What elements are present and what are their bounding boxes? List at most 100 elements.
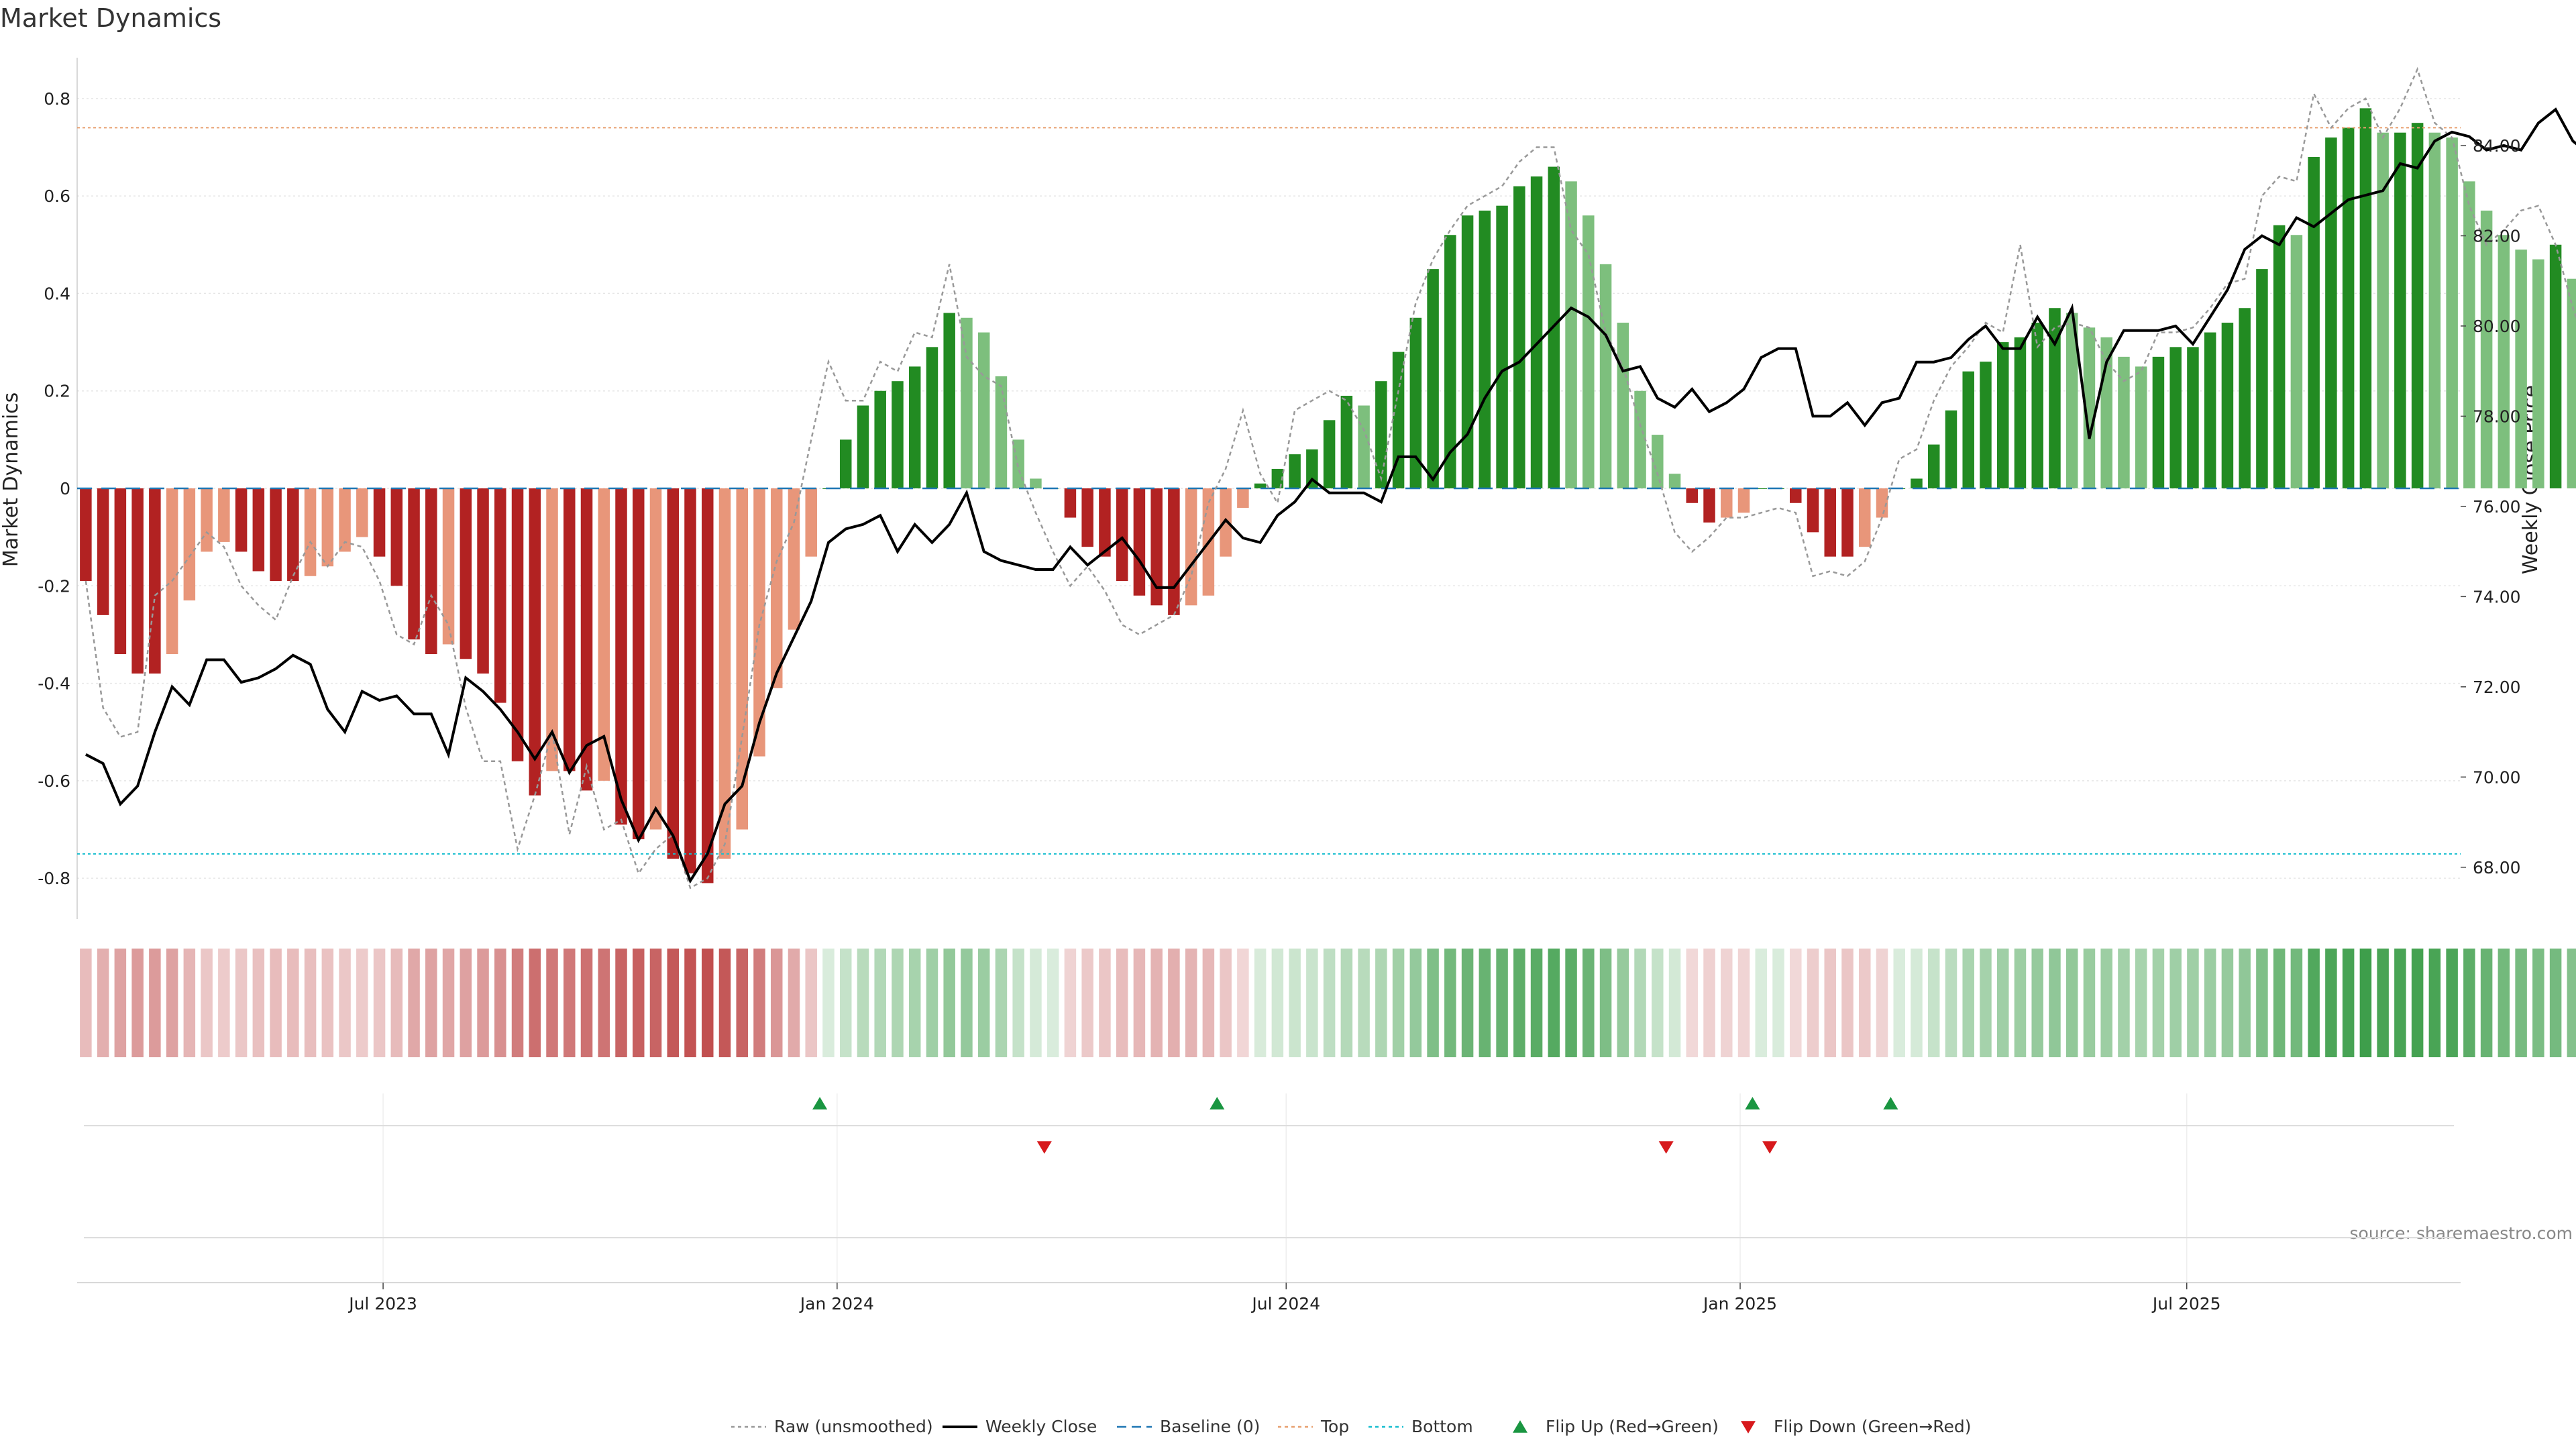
legend: Raw (unsmoothed) Weekly Close Baseline (0)… xyxy=(731,1417,1972,1436)
dynamics-bar xyxy=(667,488,680,859)
heat-cell xyxy=(1271,949,1284,1057)
heat-cell xyxy=(770,949,783,1057)
dynamics-bar xyxy=(908,366,921,488)
y2-tick-label: 70.00 xyxy=(2473,767,2521,787)
dynamics-bar xyxy=(598,488,610,781)
dynamics-bar xyxy=(1617,323,1629,488)
dynamics-bar xyxy=(529,488,541,796)
dynamics-bar xyxy=(131,488,144,674)
dynamics-bar xyxy=(2152,356,2165,488)
y2-tick-label: 78.00 xyxy=(2473,407,2521,426)
dynamics-bar xyxy=(408,488,420,640)
dynamics-bar xyxy=(2411,123,2424,488)
heat-cell xyxy=(1945,949,1957,1057)
dynamics-bar xyxy=(1927,444,1940,488)
heat-cell xyxy=(546,949,558,1057)
heat-cell xyxy=(2480,949,2493,1057)
legend-label: Top xyxy=(1320,1417,1349,1436)
dynamics-bar xyxy=(1496,205,1508,488)
legend-label: Raw (unsmoothed) xyxy=(774,1417,933,1436)
dynamics-bar xyxy=(1271,468,1284,488)
dynamics-bar xyxy=(511,488,524,761)
heat-cell xyxy=(529,949,541,1057)
flip-up-marker xyxy=(1745,1097,1760,1110)
dynamics-bar xyxy=(1220,488,1232,557)
legend-label: Flip Down (Green→Red) xyxy=(1774,1417,1972,1436)
heat-cell xyxy=(1652,949,1664,1057)
heat-cell xyxy=(2083,949,2096,1057)
dynamics-bar xyxy=(183,488,196,601)
dynamics-bar xyxy=(1668,474,1681,488)
dynamics-bar xyxy=(1150,488,1163,606)
dynamics-bar xyxy=(494,488,506,703)
heat-cell xyxy=(166,949,178,1057)
heat-cell xyxy=(598,949,610,1057)
dynamics-bar xyxy=(201,488,213,552)
y-tick-label: -0.8 xyxy=(38,869,70,888)
dynamics-bar xyxy=(805,488,817,557)
dynamics-bar xyxy=(1358,405,1370,488)
heat-cell xyxy=(1668,949,1681,1057)
y-tick-label: 0 xyxy=(60,479,70,498)
flip-markers-panel xyxy=(77,1097,2461,1283)
heat-cell xyxy=(477,949,489,1057)
dynamics-bar xyxy=(270,488,282,582)
heat-cell xyxy=(718,949,731,1057)
heat-cell xyxy=(1703,949,1715,1057)
dynamics-bar xyxy=(2394,132,2406,488)
heat-cell xyxy=(460,949,472,1057)
dynamics-bar xyxy=(218,488,230,542)
heat-cell xyxy=(425,949,437,1057)
raw-line xyxy=(85,66,2576,890)
dynamics-bar xyxy=(1168,488,1180,615)
heat-cell xyxy=(1444,949,1456,1057)
heat-cell xyxy=(1375,949,1387,1057)
dynamics-bar xyxy=(1409,317,1422,488)
heat-cell xyxy=(1565,949,1577,1057)
heat-cell xyxy=(2428,949,2441,1057)
heat-cell xyxy=(1980,949,1992,1057)
y2-tick-label: 84.00 xyxy=(2473,136,2521,156)
dynamics-bar xyxy=(477,488,489,674)
heat-cell xyxy=(1911,949,1923,1057)
dynamics-bar xyxy=(1237,488,1249,508)
dynamics-bar xyxy=(1945,410,1957,488)
heat-cell xyxy=(2256,949,2268,1057)
dynamics-bar xyxy=(2118,356,2130,488)
dynamics-bar xyxy=(442,488,455,645)
dynamics-bar xyxy=(546,488,558,771)
heat-cell xyxy=(2342,949,2355,1057)
heat-cell xyxy=(736,949,748,1057)
heat-cell xyxy=(874,949,886,1057)
heat-cell xyxy=(564,949,576,1057)
dynamics-bar xyxy=(1599,264,1612,488)
heat-cell xyxy=(2187,949,2199,1057)
dynamics-bar xyxy=(1911,478,1923,488)
heat-cell xyxy=(1202,949,1215,1057)
dynamics-bar xyxy=(857,405,869,488)
heat-cell xyxy=(1340,949,1353,1057)
heat-cell xyxy=(2169,949,2182,1057)
heat-cell xyxy=(1893,949,1905,1057)
legend-label: Flip Up (Red→Green) xyxy=(1546,1417,1719,1436)
heat-cell xyxy=(701,949,714,1057)
dynamics-bar xyxy=(1427,269,1439,488)
dynamics-bar xyxy=(1375,381,1387,488)
heat-cell xyxy=(2135,949,2147,1057)
dynamics-bar xyxy=(1996,342,2009,488)
heat-cell xyxy=(2100,949,2112,1057)
heat-cell xyxy=(1962,949,1974,1057)
dynamics-bar xyxy=(97,488,109,615)
dynamics-bar xyxy=(1737,488,1750,513)
heat-cell xyxy=(2325,949,2337,1057)
dynamics-bar xyxy=(2325,137,2337,488)
heat-cell xyxy=(235,949,248,1057)
heat-cell xyxy=(2152,949,2165,1057)
dynamics-bar xyxy=(1030,478,1042,488)
dynamics-bar xyxy=(1962,371,1974,488)
heat-cell xyxy=(857,949,869,1057)
dynamics-bar xyxy=(1116,488,1128,582)
dynamics-bar xyxy=(564,488,576,771)
heat-cell xyxy=(1306,949,1318,1057)
